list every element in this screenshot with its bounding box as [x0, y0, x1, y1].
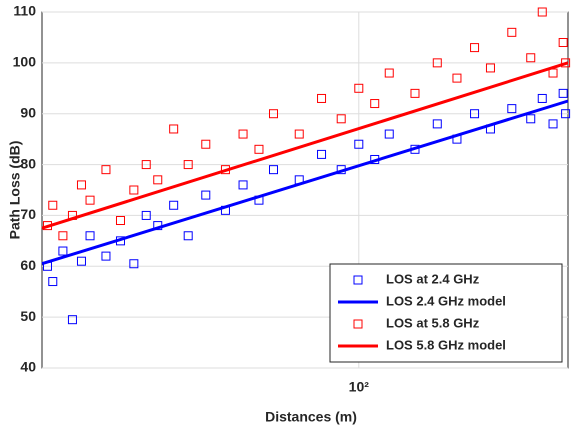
data-point: [115, 216, 125, 226]
data-point: [201, 190, 211, 200]
data-point: [537, 7, 547, 17]
data-point: [67, 315, 77, 325]
legend-label: LOS at 5.8 GHz: [386, 315, 480, 330]
y-tick-label: 110: [13, 3, 36, 19]
data-point: [548, 119, 558, 129]
data-point: [561, 109, 571, 119]
data-point: [370, 99, 380, 109]
y-axis-label: Path Loss (dB): [7, 141, 23, 240]
data-point: [294, 129, 304, 139]
data-point: [101, 251, 111, 261]
x-tick-label: 10²: [349, 379, 370, 395]
data-point: [526, 114, 536, 124]
data-point: [452, 73, 462, 83]
data-point: [76, 180, 86, 190]
data-point: [317, 149, 327, 159]
data-point: [101, 165, 111, 175]
data-point: [85, 231, 95, 241]
data-point: [354, 83, 364, 93]
data-point: [48, 200, 58, 210]
legend-label: LOS at 2.4 GHz: [386, 271, 480, 286]
data-point: [169, 200, 179, 210]
data-point: [470, 109, 480, 119]
data-point: [470, 43, 480, 53]
y-tick-label: 50: [20, 308, 36, 324]
model-line: [41, 61, 569, 230]
legend-marker: [353, 319, 363, 329]
data-point: [384, 68, 394, 78]
data-point: [58, 231, 68, 241]
data-point: [238, 129, 248, 139]
data-point: [336, 114, 346, 124]
x-axis-label: Distances (m): [265, 409, 357, 425]
data-point: [485, 63, 495, 73]
legend-label: LOS 2.4 GHz model: [386, 293, 506, 308]
data-point: [558, 88, 568, 98]
data-point: [432, 119, 442, 129]
data-point: [317, 93, 327, 103]
data-point: [354, 139, 364, 149]
data-point: [141, 160, 151, 170]
data-point: [432, 58, 442, 68]
y-tick-label: 60: [20, 257, 36, 273]
data-point: [76, 256, 86, 266]
data-point: [201, 139, 211, 149]
legend: LOS at 2.4 GHz LOS 2.4 GHz model LOS at 5.…: [329, 263, 563, 363]
data-point: [153, 175, 163, 185]
data-point: [268, 109, 278, 119]
y-tick-label: 40: [20, 359, 36, 375]
data-point: [561, 58, 571, 68]
data-point: [183, 160, 193, 170]
y-tick-label: 80: [20, 155, 36, 171]
data-point: [254, 144, 264, 154]
data-point: [129, 185, 139, 195]
data-point: [129, 259, 139, 269]
data-point: [507, 27, 517, 37]
data-point: [85, 195, 95, 205]
data-point: [48, 277, 58, 287]
data-point: [169, 124, 179, 134]
data-point: [507, 104, 517, 114]
data-point: [58, 246, 68, 256]
data-point: [268, 165, 278, 175]
data-point: [526, 53, 536, 63]
data-point: [384, 129, 394, 139]
data-point: [558, 38, 568, 48]
grid: [42, 11, 568, 369]
model-line: [41, 99, 569, 266]
data-point: [183, 231, 193, 241]
y-tick-label: 90: [20, 104, 36, 120]
y-tick-label: 100: [13, 54, 37, 70]
data-point: [238, 180, 248, 190]
data-point: [141, 210, 151, 220]
data-point: [537, 93, 547, 103]
legend-marker: [353, 275, 363, 285]
legend-label: LOS 5.8 GHz model: [386, 337, 506, 352]
data-point: [410, 88, 420, 98]
y-tick-label: 70: [20, 206, 36, 222]
